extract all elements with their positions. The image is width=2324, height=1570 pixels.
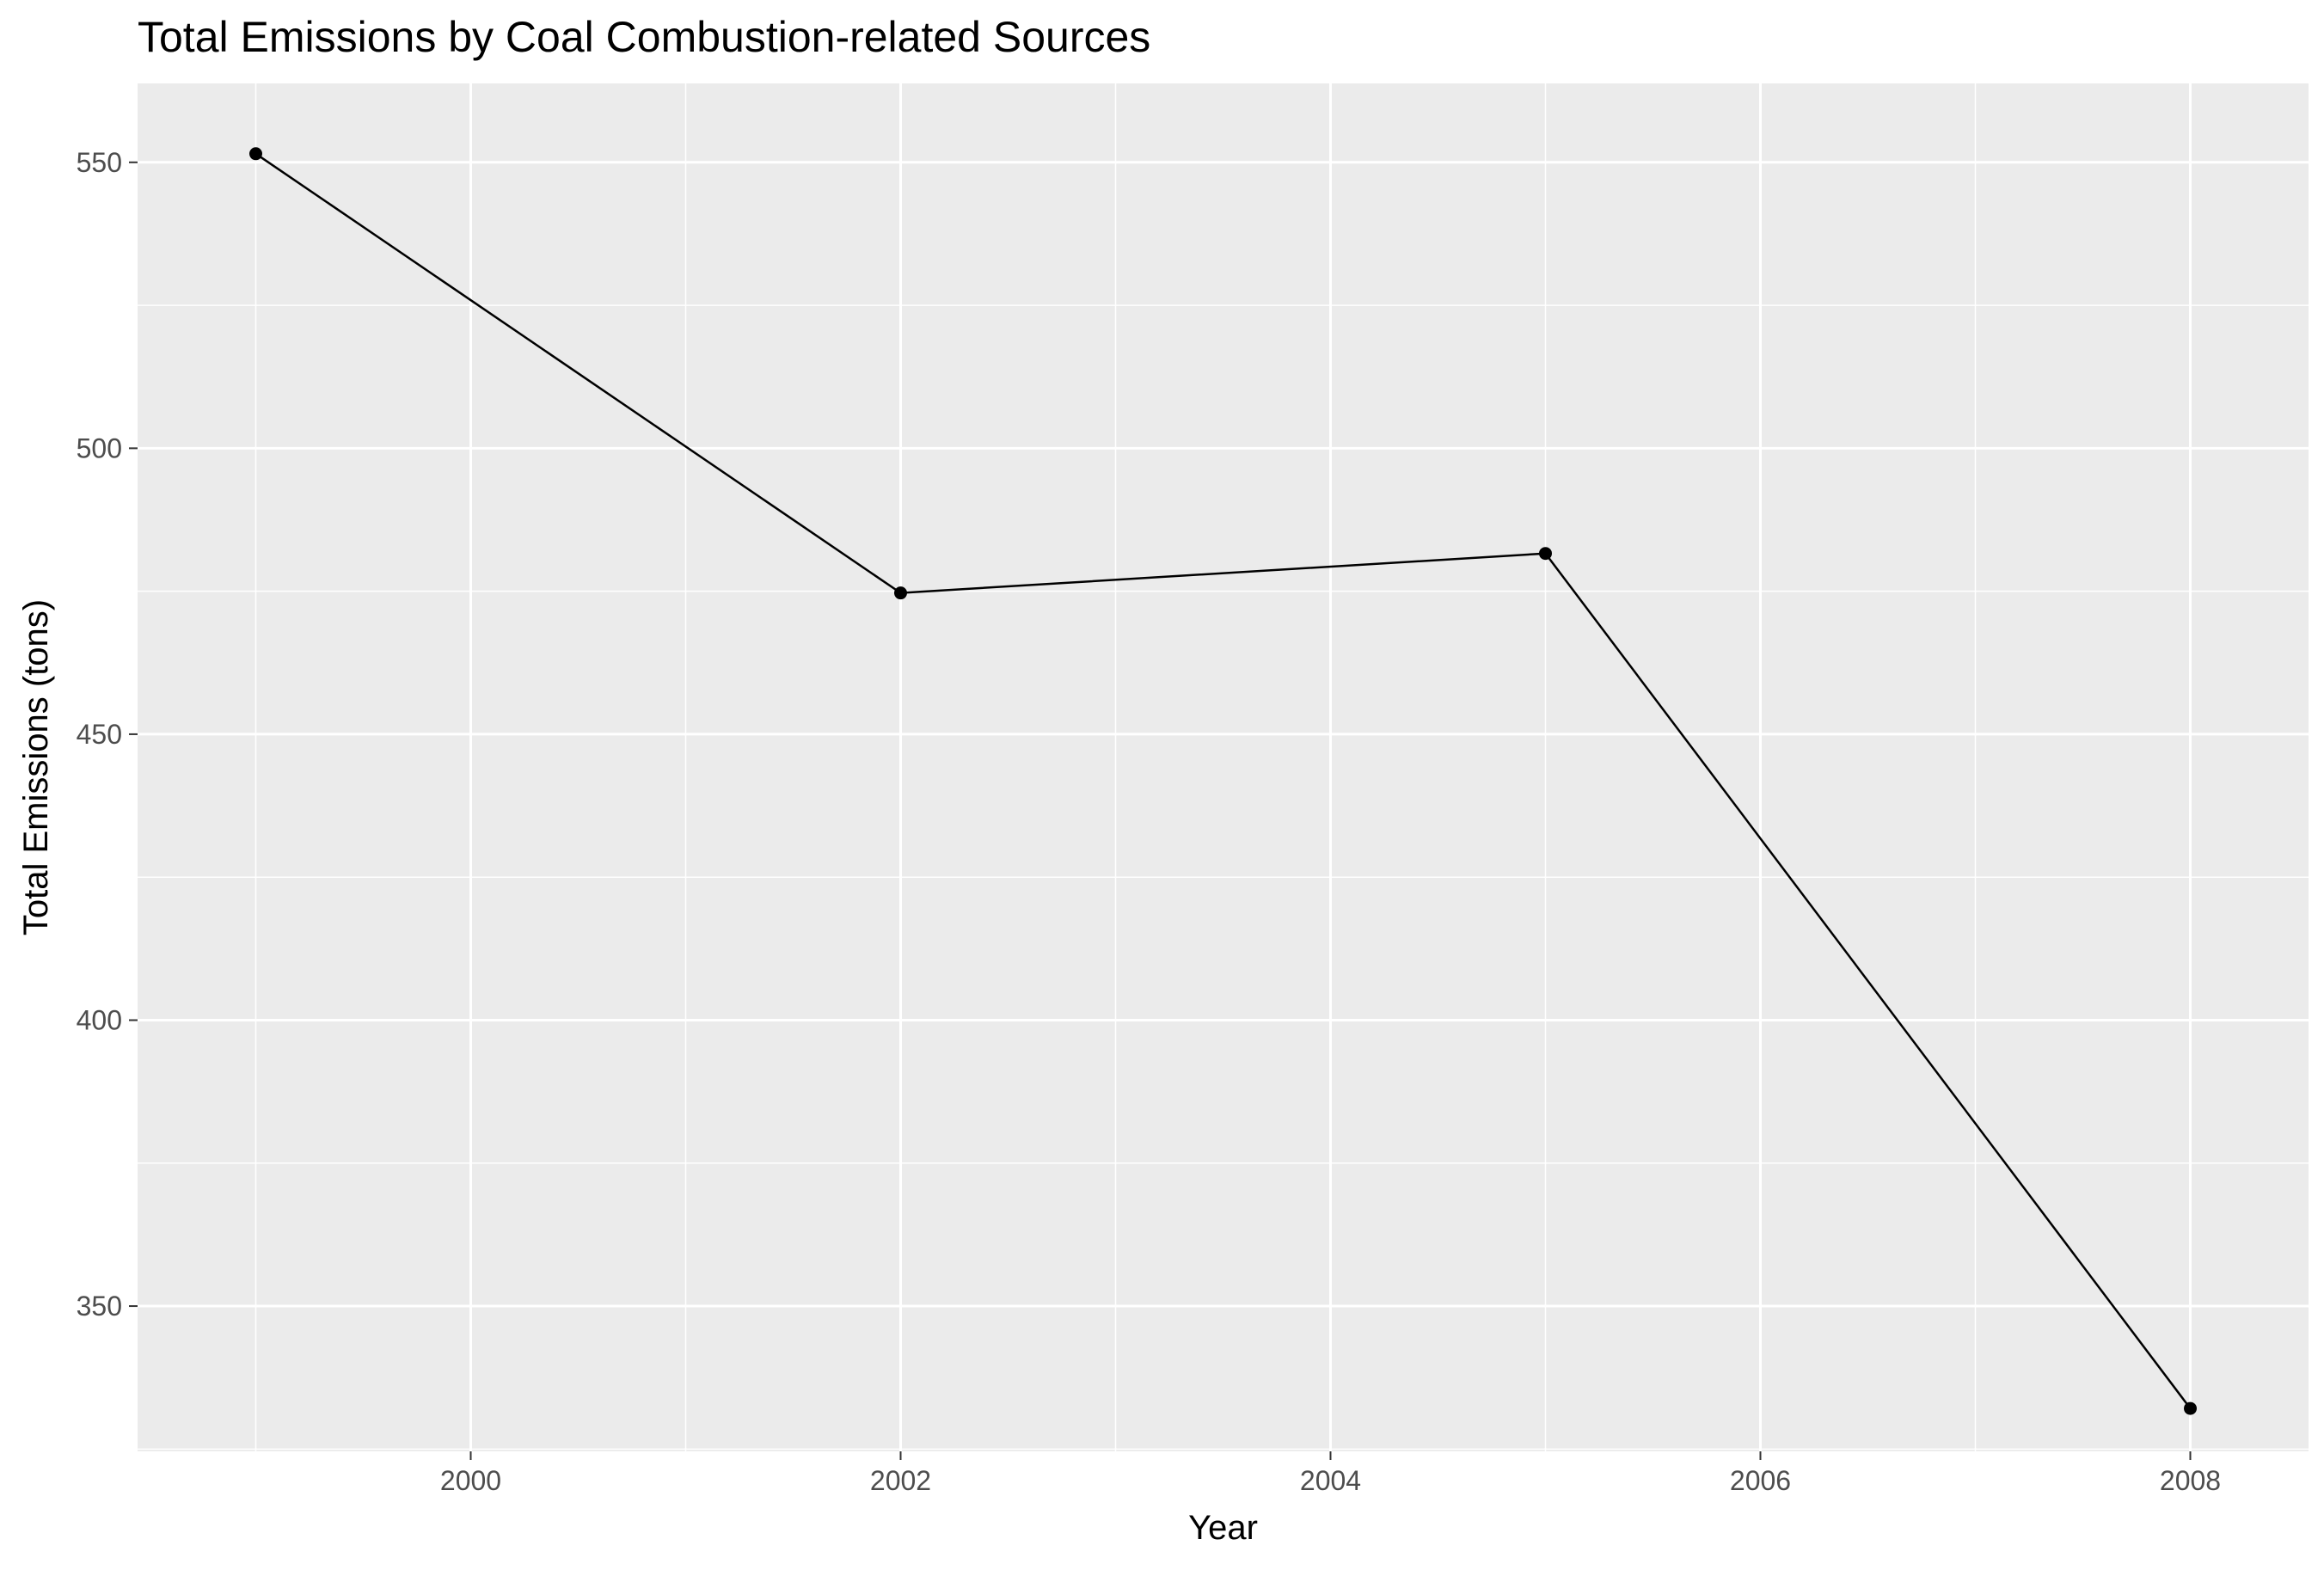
minor-gridlines: [138, 83, 2309, 1451]
y-axis-title: Total Emissions (tons): [17, 599, 55, 935]
y-tick-label: 450: [77, 719, 122, 750]
major-gridlines: [138, 83, 2309, 1451]
series-layer: [254, 152, 2192, 1409]
data-point: [2184, 1401, 2197, 1415]
y-axis: 350 400 450 500 550: [77, 147, 138, 1322]
x-tick-label: 2002: [870, 1465, 931, 1496]
data-point: [1539, 547, 1552, 561]
data-point: [249, 147, 262, 161]
plot-panel: [138, 83, 2309, 1451]
x-axis-title: Year: [1188, 1509, 1258, 1547]
x-tick-label: 2004: [1300, 1465, 1361, 1496]
y-tick-label: 500: [77, 432, 122, 463]
y-tick-label: 550: [77, 147, 122, 178]
x-axis: 2000 2002 2004 2006 2008: [440, 1451, 2221, 1496]
x-tick-label: 2008: [2160, 1465, 2221, 1496]
x-tick-label: 2006: [1730, 1465, 1791, 1496]
points-layer: [249, 147, 2197, 1415]
y-tick-label: 400: [77, 1004, 122, 1035]
series-line: [254, 152, 2192, 1409]
chart-title: Total Emissions by Coal Combustion-relat…: [138, 13, 1150, 61]
data-point: [894, 586, 907, 600]
y-tick-label: 350: [77, 1291, 122, 1322]
x-tick-label: 2000: [440, 1465, 501, 1496]
